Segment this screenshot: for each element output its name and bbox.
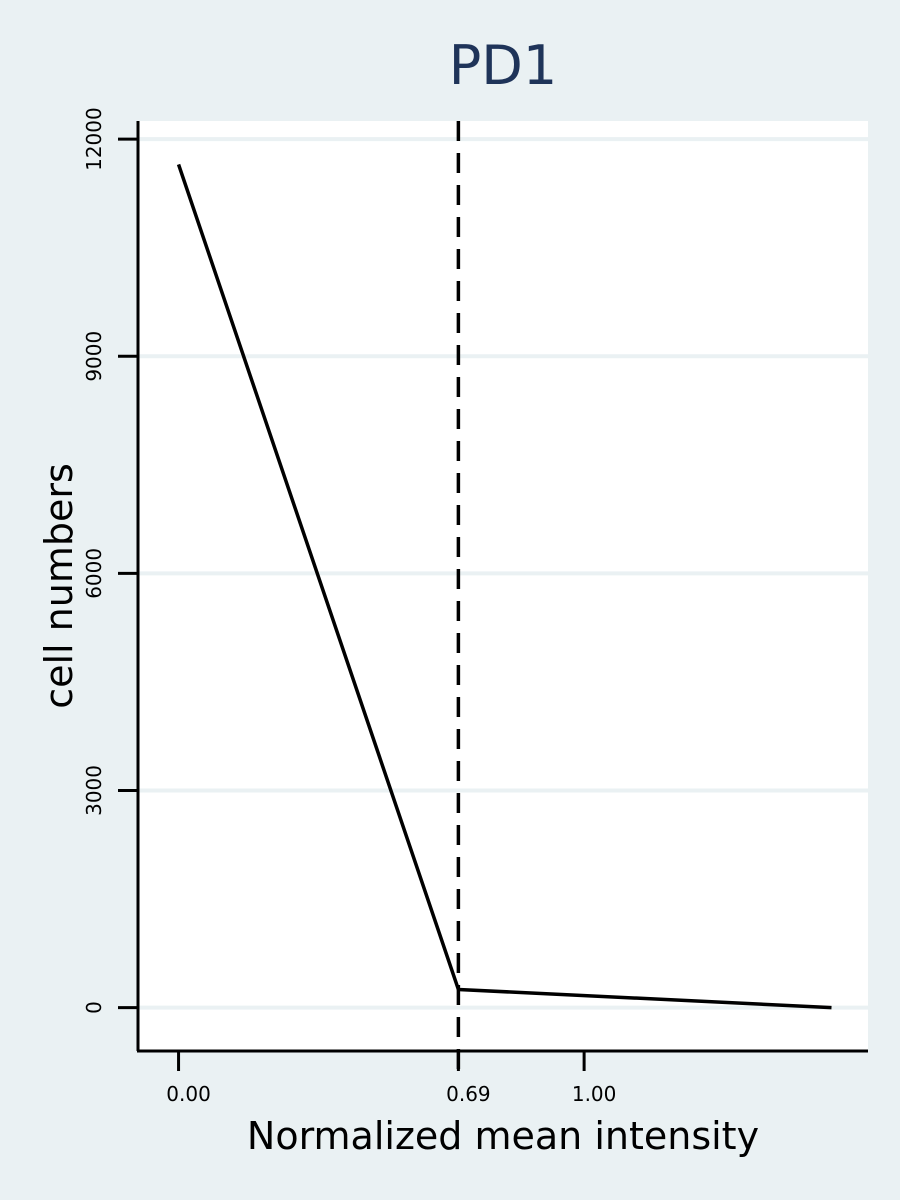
y-axis-label: cell numbers (37, 463, 81, 709)
y-tick-label-2: 6000 (82, 548, 106, 599)
y-tick-label-0: 0 (82, 1001, 106, 1014)
gridlines (138, 137, 868, 1010)
x-ticks: 0.00 0.69 1.00 (166, 1051, 616, 1106)
x-tick-label-0: 0.00 (166, 1082, 211, 1106)
y-tick-label-4: 12000 (82, 107, 106, 171)
plot-background (138, 121, 868, 1051)
y-tick-label-3: 9000 (82, 331, 106, 382)
axes (136, 121, 868, 1053)
x-tick-label-2: 1.00 (572, 1082, 617, 1106)
chart-title: PD1 (449, 34, 558, 97)
y-tick-label-1: 3000 (82, 765, 106, 816)
y-ticks: 0 3000 6000 9000 12000 (82, 107, 138, 1014)
x-axis-label: Normalized mean intensity (247, 1114, 759, 1158)
x-tick-label-1: 0.69 (446, 1082, 491, 1106)
